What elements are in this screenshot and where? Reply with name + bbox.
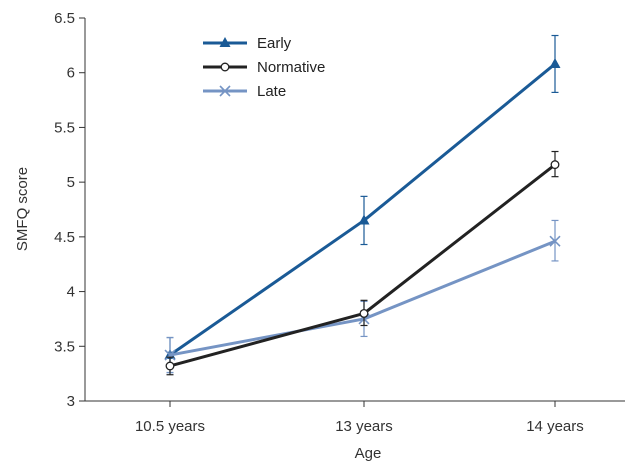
y-tick-label: 6: [67, 65, 75, 82]
x-marker-stroke: [219, 85, 231, 97]
y-ticks: 3 3.5 4 4.5 5 5.5 6 6.5: [54, 10, 85, 410]
legend-label-normative: Normative: [257, 59, 325, 76]
data-point-normative: [165, 361, 175, 371]
data-point-late: [164, 349, 176, 361]
legend-marker-normative: [220, 62, 230, 72]
data-point-normative: [359, 309, 369, 318]
series-late: [164, 219, 561, 374]
x-marker-stroke: [164, 349, 176, 361]
data-point-early: [549, 57, 561, 68]
y-tick-label: 4: [67, 284, 75, 301]
x-tick-label: 13 years: [335, 418, 393, 435]
legend-marker-late: [219, 85, 231, 97]
legend-label-late: Late: [257, 83, 286, 100]
x-tick-label: 14 years: [526, 418, 584, 435]
x-tick-label: 10.5 years: [135, 418, 205, 435]
y-tick-label: 3.5: [54, 338, 75, 355]
y-tick-label: 4.5: [54, 229, 75, 246]
y-tick-label: 5: [67, 174, 75, 191]
series-normative: [165, 150, 560, 376]
legend-item-normative: Normative: [203, 59, 325, 76]
data-point-late: [549, 235, 561, 247]
x-axis-title: Age: [355, 445, 382, 462]
y-tick-label: 3: [67, 393, 75, 410]
data-point-early: [358, 214, 370, 225]
y-tick-label: 5.5: [54, 119, 75, 136]
series-line-late: [169, 239, 556, 357]
legend-item-early: Early: [203, 35, 292, 52]
legend-label-early: Early: [257, 35, 292, 52]
data-point-normative: [550, 160, 560, 170]
y-axis-title: SMFQ score: [14, 167, 31, 251]
legend-item-late: Late: [203, 83, 286, 100]
legend-marker-early: [219, 37, 231, 47]
series-early: [164, 34, 561, 374]
x-ticks: 10.5 years 13 years 14 years: [135, 401, 584, 435]
series-layer: [164, 34, 561, 376]
legend: Early Normative Late: [203, 35, 325, 100]
axes: [84, 18, 625, 402]
x-marker-stroke: [549, 235, 561, 247]
y-tick-label: 6.5: [54, 10, 75, 27]
